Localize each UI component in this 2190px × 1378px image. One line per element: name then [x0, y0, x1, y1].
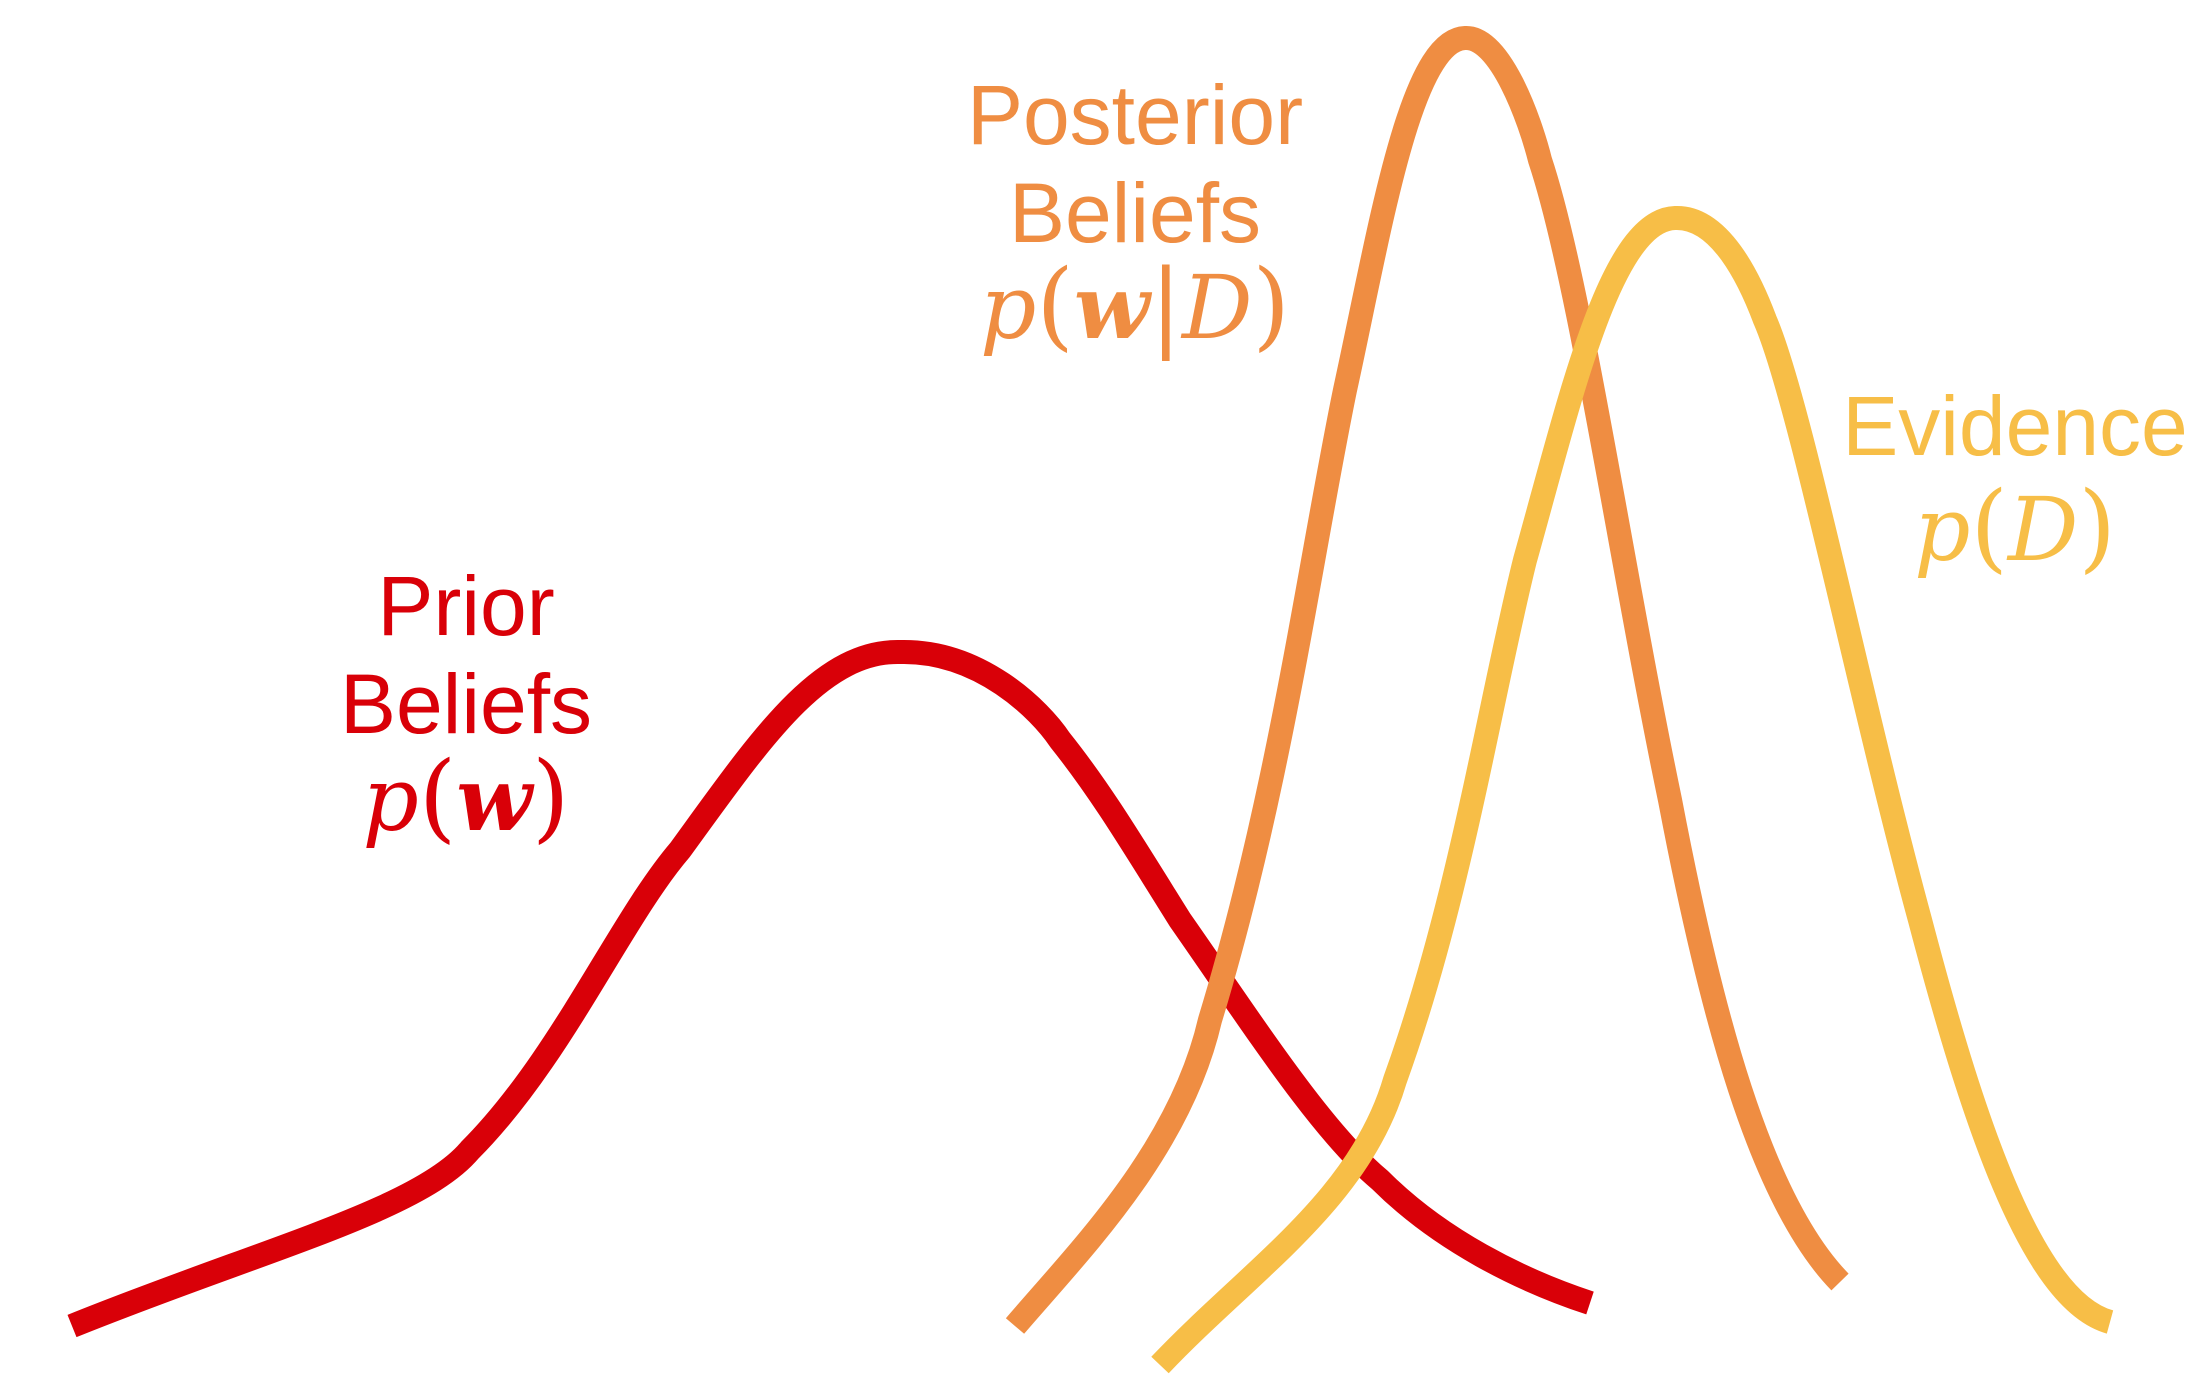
posterior-formula-p: p — [980, 256, 1036, 359]
posterior-formula-d: D — [1180, 256, 1253, 359]
prior-formula-p: p — [362, 748, 418, 851]
evidence-label-line1: Evidence — [1842, 379, 2188, 473]
prior-formula-open: ( — [419, 741, 456, 853]
evidence-formula-close: ) — [2078, 471, 2115, 583]
posterior-label-line2: Beliefs — [1009, 166, 1261, 260]
evidence-formula-p: p — [1914, 478, 1970, 581]
prior-curve — [67, 639, 1594, 1338]
posterior-formula-w: w — [1074, 255, 1153, 359]
prior-label-line1: Prior — [377, 559, 554, 653]
prior-formula: p(w) — [362, 741, 569, 853]
prior-label-line2: Beliefs — [340, 657, 592, 751]
posterior-formula-open: ( — [1036, 249, 1073, 361]
evidence-formula-open: ( — [1970, 471, 2007, 583]
prior-formula-w: w — [456, 747, 535, 851]
evidence-formula: p(D) — [1914, 471, 2116, 583]
prior-formula-close: ) — [532, 741, 569, 853]
evidence-curve — [1151, 206, 2114, 1374]
posterior-label-line1: Posterior — [967, 68, 1303, 162]
posterior-formula-bar: | — [1150, 249, 1182, 361]
posterior-curve — [1005, 26, 1849, 1334]
posterior-formula: p(w|D) — [980, 249, 1290, 361]
posterior-formula-close: ) — [1253, 249, 1290, 361]
evidence-formula-d: D — [2006, 478, 2079, 581]
